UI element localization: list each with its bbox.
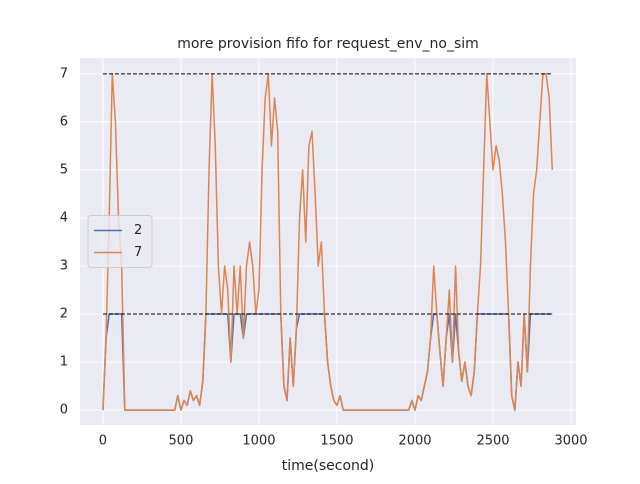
- y-tick-label: 7: [60, 66, 68, 81]
- x-tick-label: 0: [99, 434, 107, 449]
- y-tick-label: 4: [60, 210, 68, 225]
- y-tick-label: 6: [60, 114, 68, 129]
- x-tick-label: 500: [169, 434, 194, 449]
- x-tick-label: 1500: [320, 434, 353, 449]
- y-tick-label: 1: [60, 355, 68, 370]
- y-tick-label: 3: [60, 258, 68, 273]
- chart-title: more provision fifo for request_env_no_s…: [177, 36, 479, 52]
- y-tick-label: 0: [60, 403, 68, 418]
- legend-box: [87, 215, 153, 268]
- x-tick-label: 2000: [398, 434, 431, 449]
- x-axis-label: time(second): [282, 458, 374, 474]
- x-tick-label: 3000: [554, 434, 587, 449]
- legend: 27: [87, 215, 153, 268]
- x-tick-label: 2500: [476, 434, 509, 449]
- y-tick-label: 2: [60, 307, 68, 322]
- legend-label: 2: [134, 223, 142, 238]
- legend-label: 7: [134, 245, 142, 260]
- x-tick-label: 1000: [242, 434, 275, 449]
- y-tick-label: 5: [60, 162, 68, 177]
